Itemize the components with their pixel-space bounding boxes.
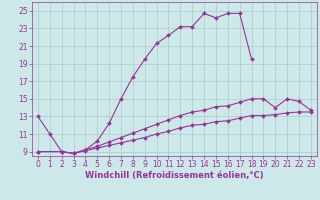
X-axis label: Windchill (Refroidissement éolien,°C): Windchill (Refroidissement éolien,°C) <box>85 171 264 180</box>
